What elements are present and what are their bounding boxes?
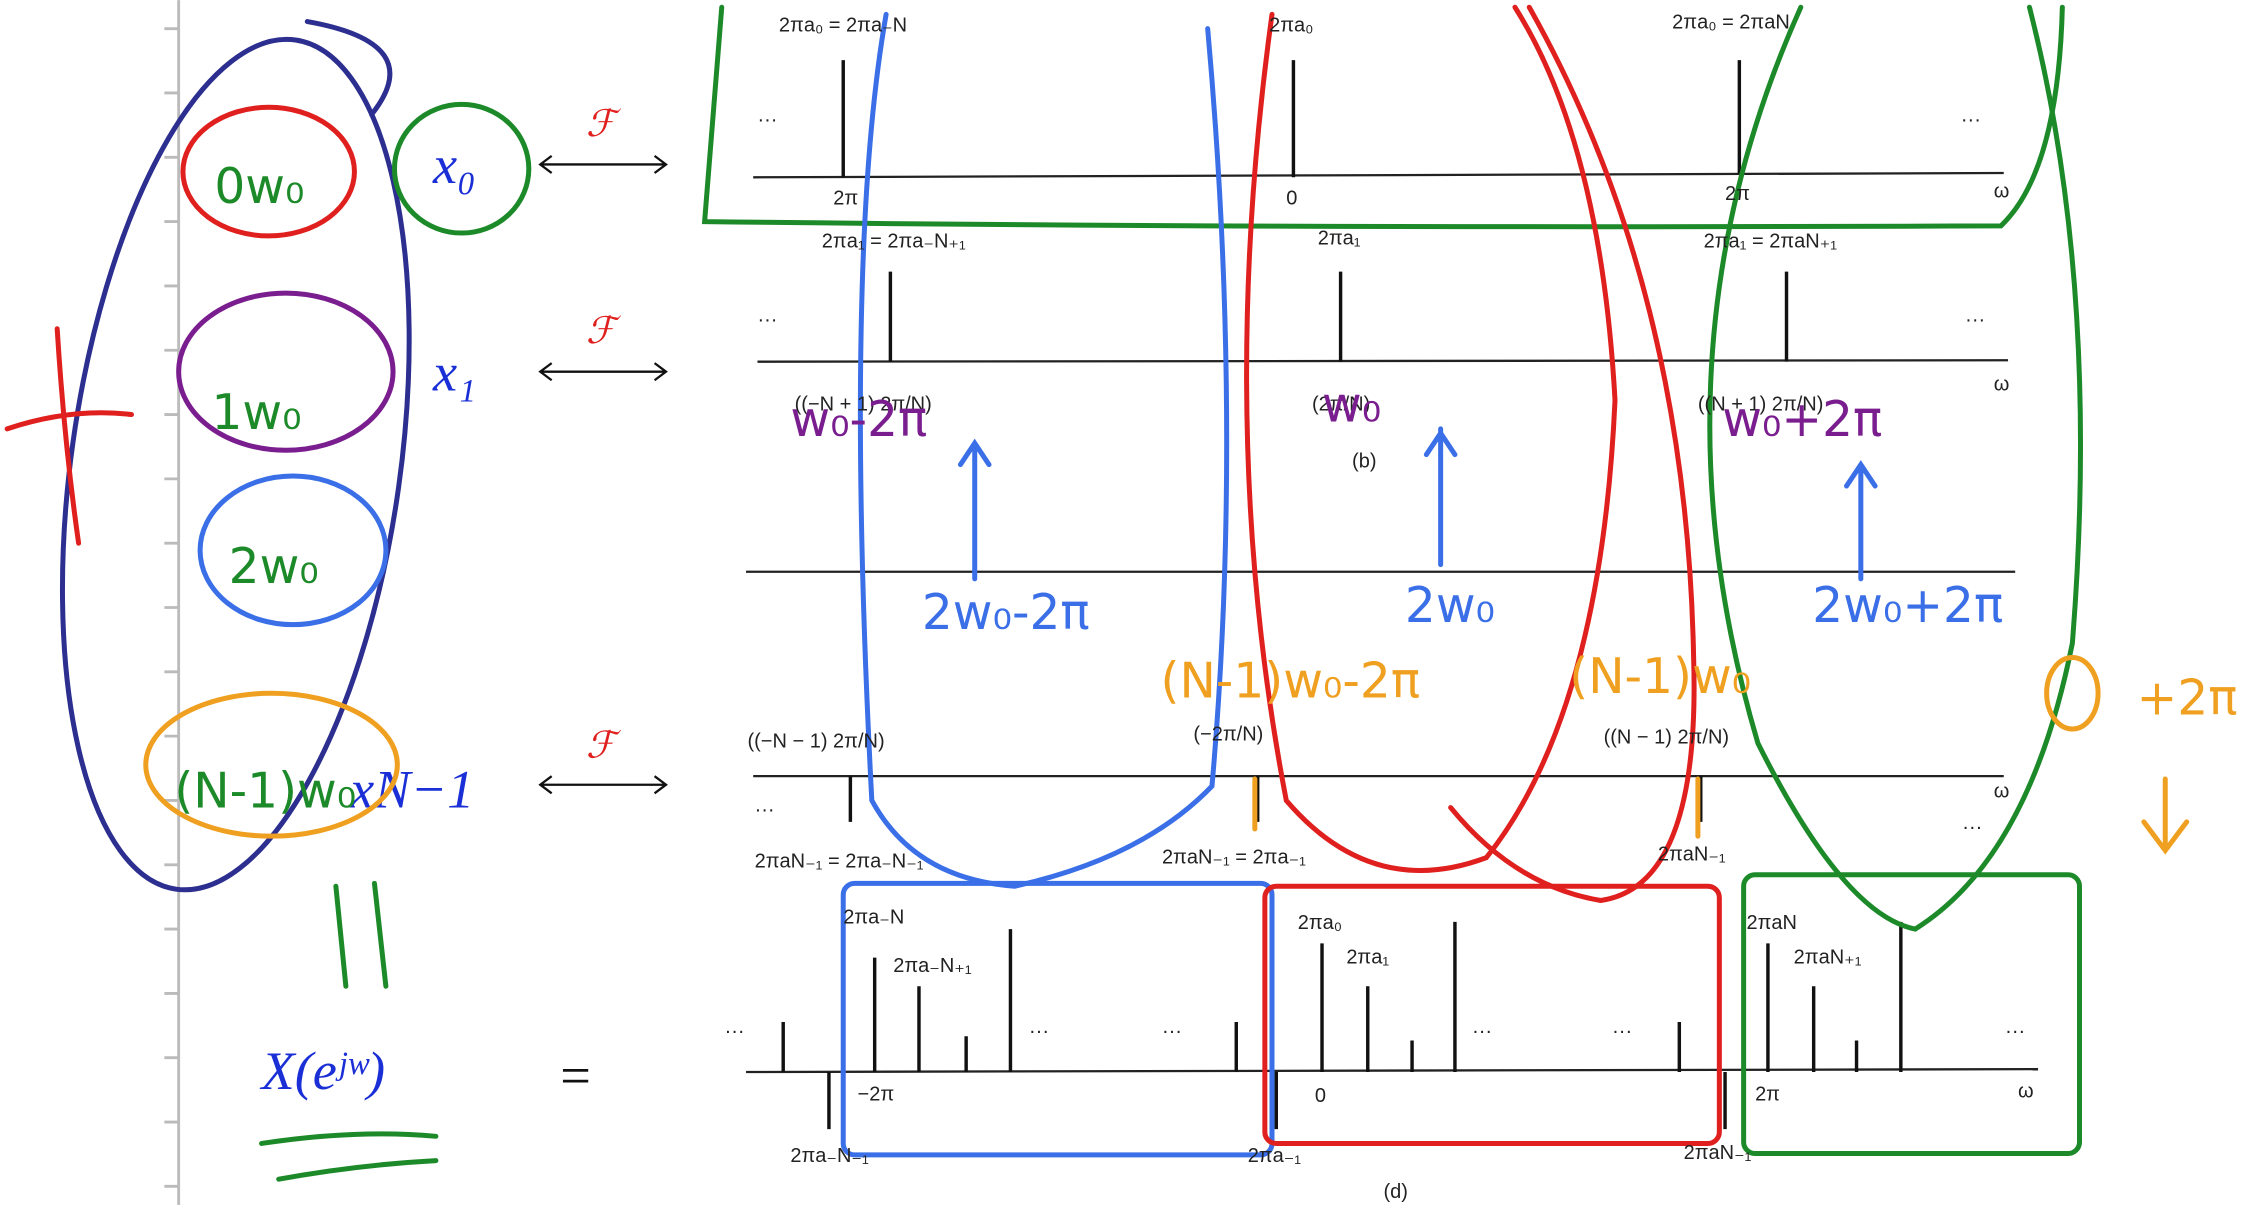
figure-label: (d)	[1383, 1181, 1407, 1203]
figure-label: ···	[755, 799, 775, 821]
figure-label: ···	[1612, 1021, 1632, 1043]
figure-label: (2π/N)	[1312, 393, 1370, 415]
figure-label: ···	[1961, 109, 1981, 131]
handwritten-note: w₀	[1322, 378, 1381, 434]
figure-label: ···	[1472, 1021, 1492, 1043]
transform: ℱ	[586, 726, 621, 767]
handwritten-note: 2w₀-2π	[922, 585, 1090, 641]
double-arrows	[538, 154, 668, 795]
figure-label: ω	[1994, 180, 2010, 202]
handwritten-note: (N-1)w₀	[1569, 649, 1751, 705]
transform: ℱ	[586, 104, 621, 145]
result: X(eʲʷ)	[260, 1041, 386, 1101]
handwritten-note: 0w₀	[214, 159, 304, 215]
figure-label: ···	[2005, 1021, 2025, 1043]
figure-label: 2πa₀ = 2πa₋N	[779, 15, 907, 37]
figure-label: ···	[1965, 309, 1985, 331]
figure-label: ((−N − 1) 2π/N)	[747, 731, 884, 753]
figure-label: 2πaN₊₁	[1794, 946, 1862, 968]
handwritten-note: 2w₀	[1405, 578, 1495, 634]
figure-lines	[746, 60, 2039, 1130]
figure-label: 2πa₋₁	[1248, 1145, 1302, 1167]
figure-label: 2πa₋N	[843, 906, 904, 928]
figure-label: 2πa₁ = 2πa₋N₊₁	[822, 230, 966, 252]
handwritten-note: +2π	[2137, 671, 2238, 727]
figure-label: 2πa₀	[1269, 15, 1313, 37]
figure-label: 2π	[1755, 1084, 1780, 1106]
transform: ℱ	[586, 311, 621, 352]
hand-marks	[4, 4, 2190, 1182]
figure-label: 2πaN	[1746, 912, 1797, 934]
figure-label: 2πaN₋₁ = 2πa₋N₋₁	[755, 851, 924, 873]
figure-label: 2πa₀ = 2πaN	[1672, 12, 1790, 34]
figure-label: ((−N + 1) 2π/N)	[795, 393, 932, 415]
figure-label: ω	[2018, 1081, 2034, 1103]
signal: x₀	[432, 135, 476, 195]
figure-label: −2π	[858, 1084, 895, 1106]
figure-label: 2πa₁	[1318, 227, 1361, 249]
handwritten-note: w₀+2π	[1722, 392, 1882, 448]
figure-label: ···	[1962, 816, 1982, 838]
figure-label: ···	[1029, 1021, 1049, 1043]
handwritten-note: w₀-2π	[790, 392, 927, 448]
figure-labels: 2πa₀ = 2πa₋N 2πa₀ 2πa₀ = 2πaN ··· ··· 2π 0 2π ω 2…	[725, 12, 2034, 1203]
figure-label: 2πa₁	[1346, 946, 1389, 968]
handwritten-note: (N-1)w₀	[174, 764, 356, 820]
handwritten-note: 2w₀+2π	[1812, 578, 2003, 634]
signal: x₁	[432, 342, 476, 402]
figure-label: ···	[725, 1021, 745, 1043]
figure-label: 2πa₁ = 2πaN₊₁	[1704, 230, 1838, 252]
handwritten-note: 2w₀	[229, 539, 319, 595]
figure-label: ω	[1994, 373, 2010, 395]
figure-label: 2πa₋N₊₁	[893, 955, 972, 977]
figure-label: ω	[1994, 781, 2010, 803]
figure-label: 2π	[833, 187, 858, 209]
figure-label: (b)	[1352, 450, 1376, 472]
figure-label: 2πa₀	[1298, 912, 1342, 934]
figure-label: (−2π/N)	[1193, 723, 1263, 745]
figure-label: 2πa₋N₋₁	[790, 1145, 869, 1167]
figure-label: 2π	[1725, 183, 1750, 205]
figure-label: ···	[1162, 1021, 1182, 1043]
ruler	[164, 0, 181, 1205]
figure-label: 2πaN₋₁ = 2πa₋₁	[1162, 846, 1306, 868]
figure-label: 0	[1286, 187, 1297, 209]
figure-label: 2πaN₋₁	[1658, 843, 1726, 865]
annotations: 0w₀ 1w₀ 2w₀ (N-1)w₀ w₀-2π w₀ w₀+2π 2w₀-2π 2w₀ 2w₀…	[174, 159, 2237, 820]
figure-label: ((N − 1) 2π/N)	[1604, 726, 1729, 748]
handwritten-note: 1w₀	[212, 385, 302, 441]
equals: =	[560, 1045, 591, 1105]
figure-label: ···	[757, 109, 777, 131]
figure-label: ···	[757, 309, 777, 331]
handwritten-note: (N-1)w₀-2π	[1161, 654, 1421, 710]
figure-label: ((N + 1) 2π/N)	[1698, 393, 1823, 415]
figure-label: 0	[1315, 1085, 1326, 1107]
figure-label: 2πaN₋₁	[1684, 1142, 1752, 1164]
